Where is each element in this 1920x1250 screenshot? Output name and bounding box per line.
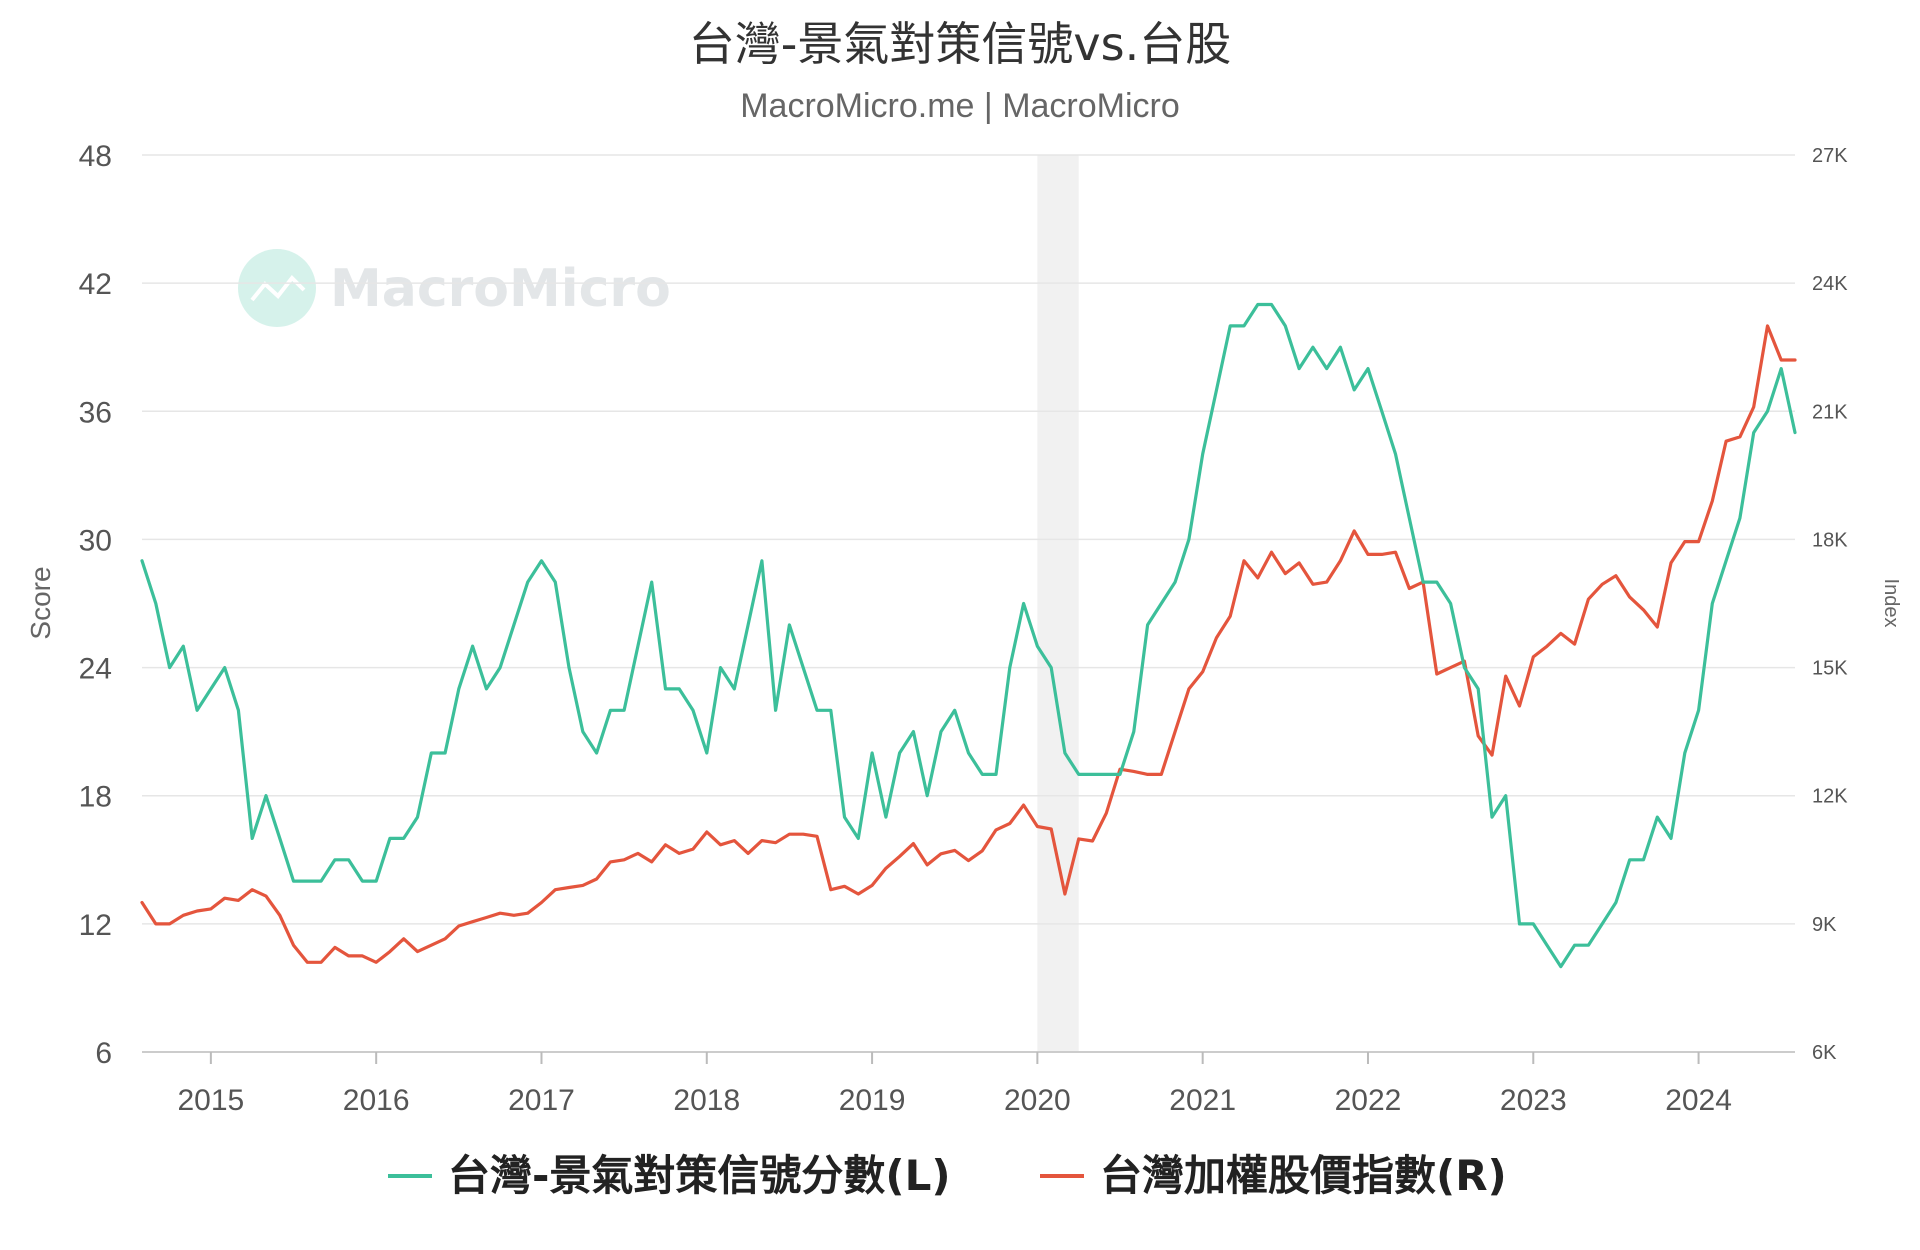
x-tick-label: 2024	[1665, 1084, 1732, 1117]
x-tick-label: 2023	[1500, 1084, 1567, 1117]
series-line	[140, 302, 1797, 969]
axes: 6 6K 12 9K 18 12K 24 15K 30 18K 36 21K 42 24K 48 27K 201…	[79, 140, 1849, 1117]
x-tick-label: 2021	[1169, 1084, 1236, 1117]
y-right-tick-label: 9K	[1812, 914, 1837, 936]
y-right-tick-label: 12K	[1812, 786, 1848, 808]
y-left-tick-label: 42	[79, 268, 112, 301]
series-line	[140, 324, 1797, 964]
y-right-tick-label: 6K	[1812, 1042, 1837, 1064]
y-left-tick-label: 18	[79, 781, 112, 814]
y-axis-left-title: Score	[25, 566, 56, 639]
y-left-tick-label: 30	[79, 524, 112, 557]
y-right-tick-label: 27K	[1812, 145, 1848, 167]
recession-shade-layer	[1037, 155, 1079, 1052]
legend-label: 台灣加權股價指數(R)	[1100, 1151, 1507, 1200]
watermark-text: MacroMicro	[330, 259, 671, 319]
y-axis-right-title: Index	[1880, 579, 1902, 628]
x-tick-label: 2015	[178, 1084, 245, 1117]
chart-title: 台灣-景氣對策信號vs.台股	[689, 17, 1231, 71]
watermark-logo-mark	[250, 274, 306, 302]
y-left-tick-label: 12	[79, 909, 112, 942]
watermark-logo-icon	[238, 249, 316, 327]
x-tick-label: 2020	[1004, 1084, 1071, 1117]
x-tick-label: 2019	[839, 1084, 906, 1117]
x-tick-label: 2022	[1335, 1084, 1402, 1117]
x-tick-label: 2017	[508, 1084, 575, 1117]
chart-subtitle: MacroMicro.me | MacroMicro	[740, 87, 1180, 125]
y-right-tick-label: 24K	[1812, 273, 1848, 295]
y-left-tick-label: 6	[95, 1037, 112, 1070]
shaded-period	[1037, 155, 1079, 1052]
series-layer	[140, 302, 1797, 969]
watermark: MacroMicro	[238, 249, 671, 327]
y-left-tick-label: 36	[79, 396, 112, 429]
y-right-tick-label: 15K	[1812, 658, 1848, 680]
x-tick-label: 2018	[673, 1084, 740, 1117]
y-right-tick-label: 18K	[1812, 529, 1848, 551]
legend: 台灣-景氣對策信號分數(L) 台灣加權股價指數(R)	[388, 1151, 1507, 1200]
legend-label: 台灣-景氣對策信號分數(L)	[448, 1151, 951, 1200]
x-tick-label: 2016	[343, 1084, 410, 1117]
y-left-tick-label: 24	[79, 653, 112, 686]
y-right-tick-label: 21K	[1812, 401, 1848, 423]
y-left-tick-label: 48	[79, 140, 112, 173]
